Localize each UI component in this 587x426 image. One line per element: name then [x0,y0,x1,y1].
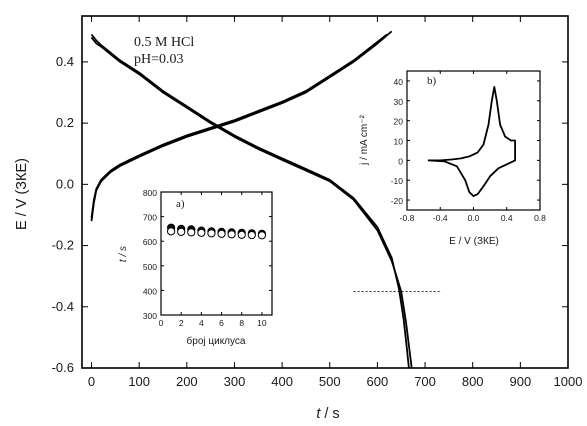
inset-a-y-tick-label: 400 [143,286,157,296]
inset-a-point-open [257,231,267,240]
main-x-tick-label: 1000 [554,374,583,389]
inset-b-x-tick-label: 0.4 [501,213,513,223]
inset-b-y-tick-label: -20 [391,196,404,206]
inset-a-x-tick-label: 2 [179,318,184,328]
main-annotation-1: 0.5 M HCl [134,35,194,50]
inset-a-point-open [197,228,206,237]
inset-b-panel-label: b) [427,75,437,87]
main-y-tick-label: 0.2 [56,115,74,130]
inset-a-x-tick-label: 8 [239,318,244,328]
main-x-axis-label: t / s [316,406,339,422]
main-x-tick-label: 300 [224,374,246,389]
main-plot-frame [81,15,569,369]
inset-a-point-open [237,230,246,239]
inset-a-point-open [207,229,216,238]
inset-a-point-open [227,230,236,239]
inset-b-y-tick-label: 30 [394,97,404,107]
main-y-axis-label: E / V (ЗКЕ) [14,158,30,230]
main-y-tick-label: 0.0 [56,176,74,191]
inset-a-point-open [177,227,186,236]
main-series-line-2 [90,33,388,219]
main-y-tick-label: 0.4 [56,54,74,69]
main-x-tick-label: 800 [462,374,484,389]
inset-b-x-tick-label: -0.4 [433,213,448,223]
inset-b-y-tick-label: 10 [394,137,404,147]
inset-b-y-tick-label: 0 [398,156,403,166]
inset-a-y-tick-label: 300 [143,311,157,321]
inset-a-y-axis-label: t / s [118,246,129,262]
inset-b-y-axis-label: j / mA cm⁻² [359,114,370,165]
inset-b-cv-curve [427,86,516,197]
inset-b-y-tick-label: -10 [391,176,404,186]
inset-a-x-tick-label: 6 [219,318,224,328]
main-annotation-2: pH=0.03 [134,52,184,67]
x-label-unit: / s [320,406,339,422]
main-x-tick-label: 900 [510,374,532,389]
main-x-tick-label: 600 [367,374,389,389]
inset-a-point-open [166,227,176,236]
inset-b-x-axis-label: E / V (ЗКЕ) [449,236,499,247]
inset-b-frame [406,70,541,211]
inset-b-ticks: -0.8 -0.4 0.0 0.4 0.8 -20 -10 0 10 20 30 40 [391,71,546,223]
inset-a: 0 2 4 6 8 10 300 400 500 600 700 800 a) број циклус… [118,188,273,347]
inset-a-x-axis-label: број циклуса [187,335,246,347]
main-x-tick-label: 500 [319,374,341,389]
inset-a-y-tick-label: 700 [143,213,157,223]
main-x-tick-label: 200 [176,374,198,389]
inset-a-y-tick-label: 800 [143,188,157,198]
inset-a-point-open [187,228,196,237]
inset-b-x-tick-label: 0.0 [468,213,480,223]
inset-a-ticks: 0 2 4 6 8 10 300 400 500 600 700 800 [143,188,272,328]
inset-a-x-tick-label: 10 [257,318,267,328]
main-x-tick-label: 700 [414,374,436,389]
main-series [90,30,413,369]
inset-a-y-tick-label: 500 [143,262,157,272]
inset-b-y-tick-label: 40 [394,77,404,87]
main-y-tick-label: -0.2 [52,238,74,253]
inset-a-point-open [217,229,226,238]
inset-a-y-tick-label: 600 [143,237,157,247]
main-x-tick-label: 400 [271,374,293,389]
inset-a-point-open [247,230,256,240]
main-x-tick-label: 100 [128,374,150,389]
inset-a-x-tick-label: 4 [199,318,204,328]
inset-b-x-tick-label: 0.8 [534,213,546,223]
main-plot: 0 100 200 300 400 500 600 700 800 900 1000-0.6-0.4… [14,15,583,422]
inset-b-series [427,86,516,197]
main-y-tick-label: -0.4 [52,299,74,314]
inset-b: -0.8 -0.4 0.0 0.4 0.8 -20 -10 0 10 20 30 40 b) E / … [359,70,546,247]
inset-a-x-tick-label: 0 [159,318,164,328]
x-label-t: t [316,406,321,422]
inset-b-y-tick-label: 20 [394,117,404,127]
main-y-tick-label: -0.6 [52,360,74,375]
inset-a-series [166,223,267,240]
inset-a-panel-label: a) [176,198,185,210]
inset-b-x-tick-label: -0.8 [400,213,415,223]
inset-a-frame [160,191,273,316]
main-ticks: 0 100 200 300 400 500 600 700 800 900 1000-0.6-0.4… [52,16,583,389]
main-series-line-4 [90,33,410,369]
main-x-tick-label: 0 [88,374,95,389]
